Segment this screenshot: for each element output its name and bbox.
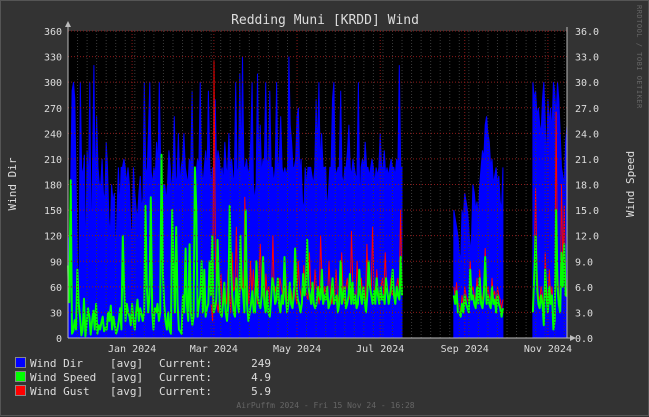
y-right-axis-label: Wind Speed	[624, 151, 637, 217]
y-right-tick-label: 3.0	[575, 308, 593, 319]
y-left-tick-label: 270	[44, 104, 62, 115]
y-left-tick-label: 330	[44, 53, 62, 64]
y-right-tick-label: 27.0	[575, 104, 599, 115]
x-tick-label: May 2024	[273, 344, 321, 355]
x-tick-label: Mar 2024	[190, 344, 238, 355]
y-right-tick-label: 33.0	[575, 53, 599, 64]
legend-swatch-wind-dir	[15, 357, 26, 368]
legend-current-label: Current:	[159, 357, 212, 370]
y-left-tick-label: 300	[44, 78, 62, 89]
wind-dir-area	[532, 82, 568, 339]
legend-series-stat: [avg]	[110, 385, 144, 398]
legend-current-label: Current:	[159, 385, 212, 398]
wind-speed-line	[67, 153, 403, 338]
x-tick-label: Nov 2024	[524, 344, 572, 355]
y-right-tick-label: 15.0	[575, 206, 599, 217]
legend-series-stat: [avg]	[110, 357, 144, 370]
y-left-tick-label: 210	[44, 155, 62, 166]
legend-current-value: 5.9	[251, 385, 271, 398]
y-left-tick-label: 120	[44, 232, 62, 243]
y-right-tick-label: 0.0	[575, 334, 593, 345]
x-axis-arrow	[570, 335, 576, 341]
y-left-tick-label: 60	[50, 283, 62, 294]
wind-speed-line	[452, 256, 504, 318]
y-right-tick-label: 36.0	[575, 27, 599, 38]
y-right-tick-label: 6.0	[575, 283, 593, 294]
legend-item-wind-gust: Wind Gust [avg] Current: 5.9	[15, 385, 271, 398]
wind-speed-line	[531, 209, 568, 331]
y-right-tick-label: 9.0	[575, 257, 593, 268]
y-left-tick-label: 360	[44, 27, 62, 38]
legend-swatch-wind-gust	[15, 385, 26, 396]
footer-credit: AirPuffm 2024 - Fri 15 Nov 24 - 16:28	[236, 401, 415, 410]
legend-current-label: Current:	[159, 371, 212, 384]
y-right-tick-label: 12.0	[575, 232, 599, 243]
y-left-tick-label: 150	[44, 206, 62, 217]
legend-series-name: Wind Speed	[30, 371, 97, 384]
rrdtool-credit: RRDTOOL / TOBI OETIKER	[635, 5, 643, 109]
y-left-tick-label: 0	[56, 334, 62, 345]
legend-item-wind-dir: Wind Dir [avg] Current: 249	[15, 357, 271, 370]
y-axis-arrow	[65, 21, 71, 27]
y-left-axis-label: Wind Dir	[6, 157, 19, 210]
legend-item-wind-speed: Wind Speed [avg] Current: 4.9	[15, 371, 271, 384]
legend-series-stat: [avg]	[110, 371, 144, 384]
legend-current-value: 249	[251, 357, 271, 370]
y-left-tick-label: 180	[44, 181, 62, 192]
x-tick-label: Jul 2024	[356, 344, 404, 355]
y-left-tick-label: 90	[50, 257, 62, 268]
y-right-tick-label: 24.0	[575, 129, 599, 140]
legend-series-name: Wind Dir	[30, 357, 83, 370]
y-left-tick-label: 30	[50, 308, 62, 319]
y-right-tick-label: 18.0	[575, 181, 599, 192]
legend-swatch-wind-speed	[15, 371, 26, 382]
x-tick-label: Jan 2024	[108, 344, 156, 355]
y-right-tick-label: 21.0	[575, 155, 599, 166]
chart-title: Redding Muni [KRDD] Wind	[231, 13, 419, 28]
legend-series-name: Wind Gust	[30, 385, 90, 398]
x-tick-label: Sep 2024	[441, 344, 489, 355]
legend-current-value: 4.9	[251, 371, 271, 384]
y-left-tick-label: 240	[44, 129, 62, 140]
y-right-tick-label: 30.0	[575, 78, 599, 89]
